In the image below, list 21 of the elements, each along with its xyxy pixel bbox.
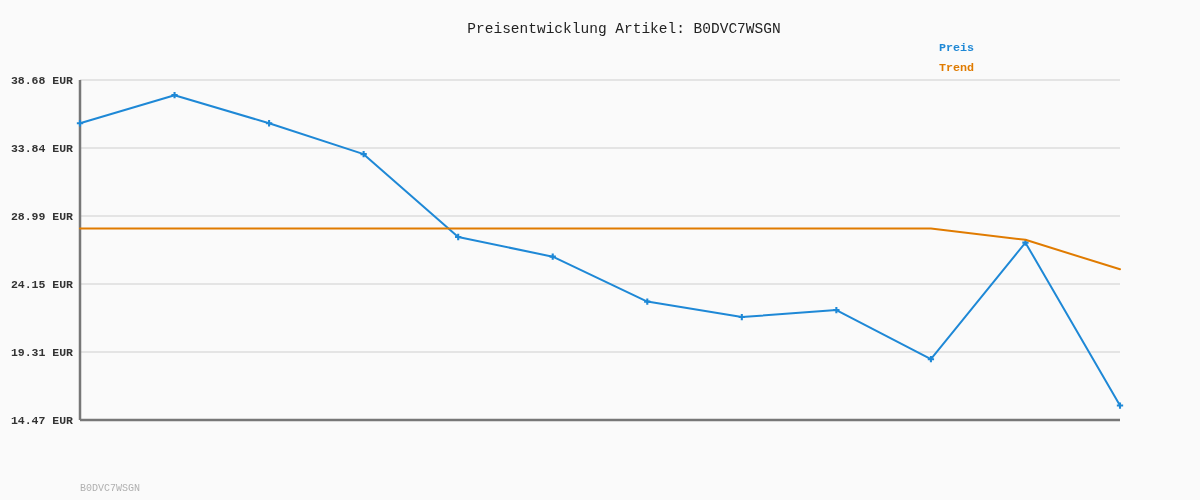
chart-title: Preisentwicklung Artikel: B0DVC7WSGN bbox=[467, 21, 781, 37]
point bbox=[455, 233, 462, 241]
text: Preis bbox=[939, 41, 975, 56]
point bbox=[644, 298, 651, 305]
point bbox=[927, 356, 935, 363]
y-tick-label: 33.84 EUR bbox=[10, 142, 74, 155]
y-tick-label: 14.47 EUR bbox=[10, 414, 74, 428]
point bbox=[76, 120, 84, 127]
point bbox=[265, 120, 273, 127]
text: B0DVC7WSGN bbox=[80, 482, 141, 494]
point bbox=[549, 253, 556, 260]
point bbox=[360, 151, 367, 158]
text: Trend bbox=[939, 61, 975, 76]
y-tick-label: 24.15 EUR bbox=[10, 278, 74, 292]
point bbox=[1116, 402, 1124, 409]
y-tick-label: 38.68 EUR bbox=[10, 74, 74, 88]
y-tick-label: 19.31 EUR bbox=[10, 346, 74, 360]
y-tick-label: 28.99 EUR bbox=[10, 210, 74, 224]
point bbox=[833, 306, 840, 314]
point bbox=[171, 92, 178, 99]
point bbox=[738, 313, 745, 321]
